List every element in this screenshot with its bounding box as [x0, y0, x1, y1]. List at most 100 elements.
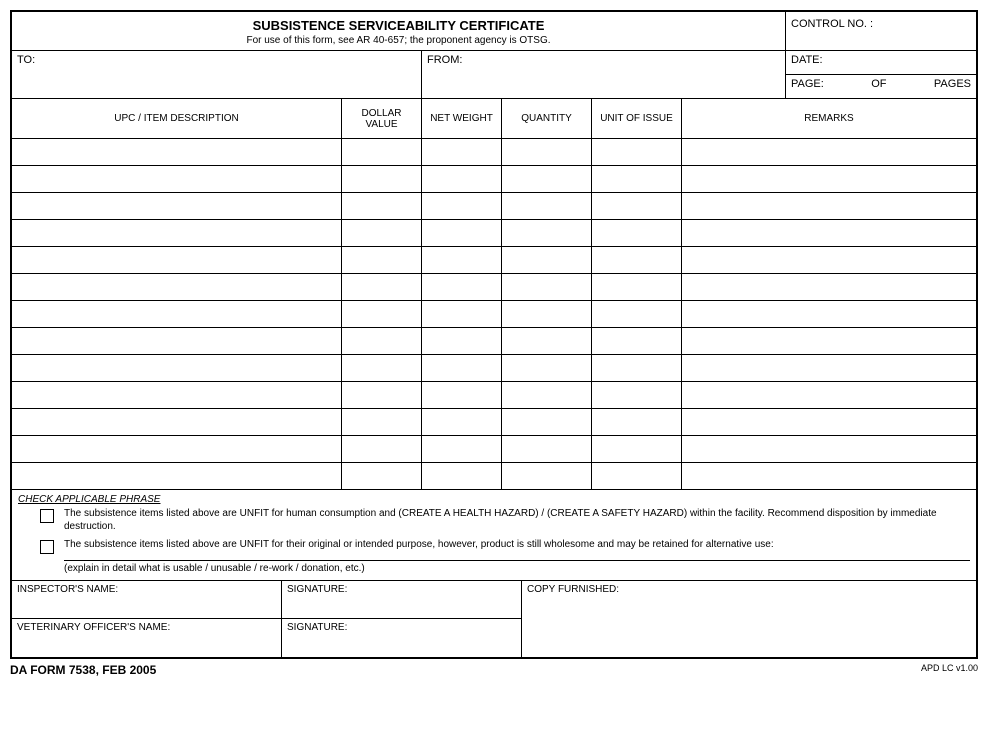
table-cell[interactable] [422, 247, 502, 274]
vet-officer-signature-cell[interactable]: SIGNATURE: [282, 619, 522, 657]
table-cell[interactable] [12, 166, 342, 193]
to-cell[interactable]: TO: [12, 51, 422, 99]
table-cell[interactable] [502, 139, 592, 166]
table-cell[interactable] [422, 166, 502, 193]
table-cell[interactable] [592, 382, 682, 409]
table-cell[interactable] [682, 220, 976, 247]
table-cell[interactable] [342, 436, 422, 463]
table-cell[interactable] [682, 247, 976, 274]
table-cell[interactable] [682, 463, 976, 490]
table-row[interactable] [12, 463, 976, 490]
table-cell[interactable] [422, 382, 502, 409]
table-cell[interactable] [592, 436, 682, 463]
date-cell[interactable]: DATE: [786, 51, 976, 75]
table-cell[interactable] [342, 409, 422, 436]
from-cell[interactable]: FROM: [422, 51, 786, 99]
table-cell[interactable] [342, 193, 422, 220]
inspector-name-cell[interactable]: INSPECTOR'S NAME: [12, 581, 282, 619]
table-cell[interactable] [342, 247, 422, 274]
table-cell[interactable] [422, 436, 502, 463]
table-cell[interactable] [502, 301, 592, 328]
table-cell[interactable] [422, 463, 502, 490]
table-cell[interactable] [422, 409, 502, 436]
table-cell[interactable] [12, 328, 342, 355]
table-row[interactable] [12, 193, 976, 220]
table-cell[interactable] [12, 436, 342, 463]
table-cell[interactable] [592, 355, 682, 382]
table-cell[interactable] [592, 247, 682, 274]
table-cell[interactable] [502, 328, 592, 355]
table-cell[interactable] [682, 355, 976, 382]
table-cell[interactable] [502, 382, 592, 409]
table-row[interactable] [12, 355, 976, 382]
table-row[interactable] [12, 220, 976, 247]
table-row[interactable] [12, 166, 976, 193]
table-row[interactable] [12, 139, 976, 166]
table-cell[interactable] [502, 463, 592, 490]
table-cell[interactable] [12, 382, 342, 409]
table-cell[interactable] [682, 409, 976, 436]
table-cell[interactable] [592, 274, 682, 301]
table-row[interactable] [12, 247, 976, 274]
table-cell[interactable] [502, 220, 592, 247]
table-cell[interactable] [502, 166, 592, 193]
table-cell[interactable] [342, 166, 422, 193]
table-cell[interactable] [592, 301, 682, 328]
table-cell[interactable] [592, 220, 682, 247]
table-cell[interactable] [12, 220, 342, 247]
table-cell[interactable] [592, 193, 682, 220]
table-cell[interactable] [342, 301, 422, 328]
table-row[interactable] [12, 328, 976, 355]
table-cell[interactable] [12, 409, 342, 436]
table-cell[interactable] [682, 139, 976, 166]
table-row[interactable] [12, 382, 976, 409]
table-cell[interactable] [12, 463, 342, 490]
table-cell[interactable] [12, 247, 342, 274]
checkbox-unfit-hazard[interactable] [40, 509, 54, 523]
copy-furnished-cell[interactable]: COPY FURNISHED: [522, 581, 976, 619]
table-cell[interactable] [592, 328, 682, 355]
table-cell[interactable] [342, 382, 422, 409]
table-cell[interactable] [592, 139, 682, 166]
table-cell[interactable] [422, 139, 502, 166]
table-cell[interactable] [592, 409, 682, 436]
table-cell[interactable] [502, 193, 592, 220]
table-cell[interactable] [12, 274, 342, 301]
table-cell[interactable] [342, 355, 422, 382]
table-cell[interactable] [422, 328, 502, 355]
inspector-signature-cell[interactable]: SIGNATURE: [282, 581, 522, 619]
page-cell[interactable]: PAGE: OF PAGES [786, 75, 976, 99]
vet-officer-name-cell[interactable]: VETERINARY OFFICER'S NAME: [12, 619, 282, 657]
table-cell[interactable] [682, 436, 976, 463]
table-cell[interactable] [422, 274, 502, 301]
table-row[interactable] [12, 274, 976, 301]
table-cell[interactable] [12, 355, 342, 382]
table-row[interactable] [12, 409, 976, 436]
table-cell[interactable] [422, 193, 502, 220]
table-cell[interactable] [342, 139, 422, 166]
table-cell[interactable] [12, 139, 342, 166]
table-cell[interactable] [502, 436, 592, 463]
table-cell[interactable] [342, 328, 422, 355]
table-cell[interactable] [682, 193, 976, 220]
table-cell[interactable] [502, 274, 592, 301]
table-cell[interactable] [12, 301, 342, 328]
table-cell[interactable] [682, 328, 976, 355]
table-cell[interactable] [12, 193, 342, 220]
table-cell[interactable] [342, 463, 422, 490]
table-cell[interactable] [502, 355, 592, 382]
table-cell[interactable] [422, 301, 502, 328]
checkbox-unfit-alternative[interactable] [40, 540, 54, 554]
table-cell[interactable] [422, 220, 502, 247]
table-row[interactable] [12, 301, 976, 328]
table-cell[interactable] [592, 463, 682, 490]
table-cell[interactable] [502, 409, 592, 436]
table-cell[interactable] [342, 220, 422, 247]
table-cell[interactable] [682, 382, 976, 409]
table-cell[interactable] [682, 301, 976, 328]
table-cell[interactable] [682, 274, 976, 301]
table-cell[interactable] [422, 355, 502, 382]
table-cell[interactable] [682, 166, 976, 193]
table-cell[interactable] [502, 247, 592, 274]
table-cell[interactable] [592, 166, 682, 193]
